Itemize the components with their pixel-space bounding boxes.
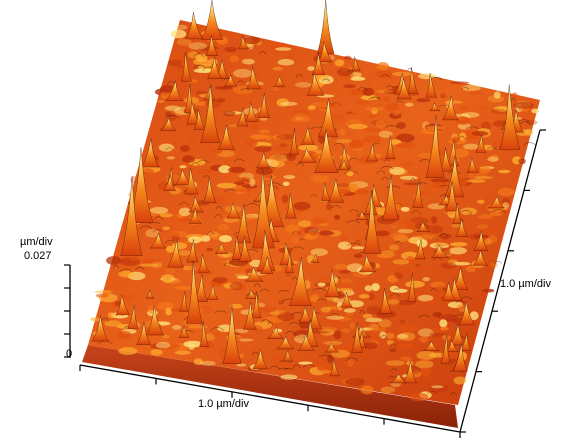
z-axis-zero-label: 0 xyxy=(66,348,73,360)
z-axis-max-label: 0.027 xyxy=(24,250,52,262)
axis-ticks xyxy=(64,129,546,438)
surface-base-slab xyxy=(82,345,458,428)
x-axis-line xyxy=(79,364,461,433)
surface-top xyxy=(88,20,540,405)
y-axis-line xyxy=(459,129,541,433)
z-axis-unit-label: µm/div xyxy=(20,236,53,248)
x-axis-scale-label: 1.0 µm/div xyxy=(198,398,249,410)
surface-peaks xyxy=(91,0,524,384)
y-axis-scale-label: 1.0 µm/div xyxy=(500,278,551,290)
